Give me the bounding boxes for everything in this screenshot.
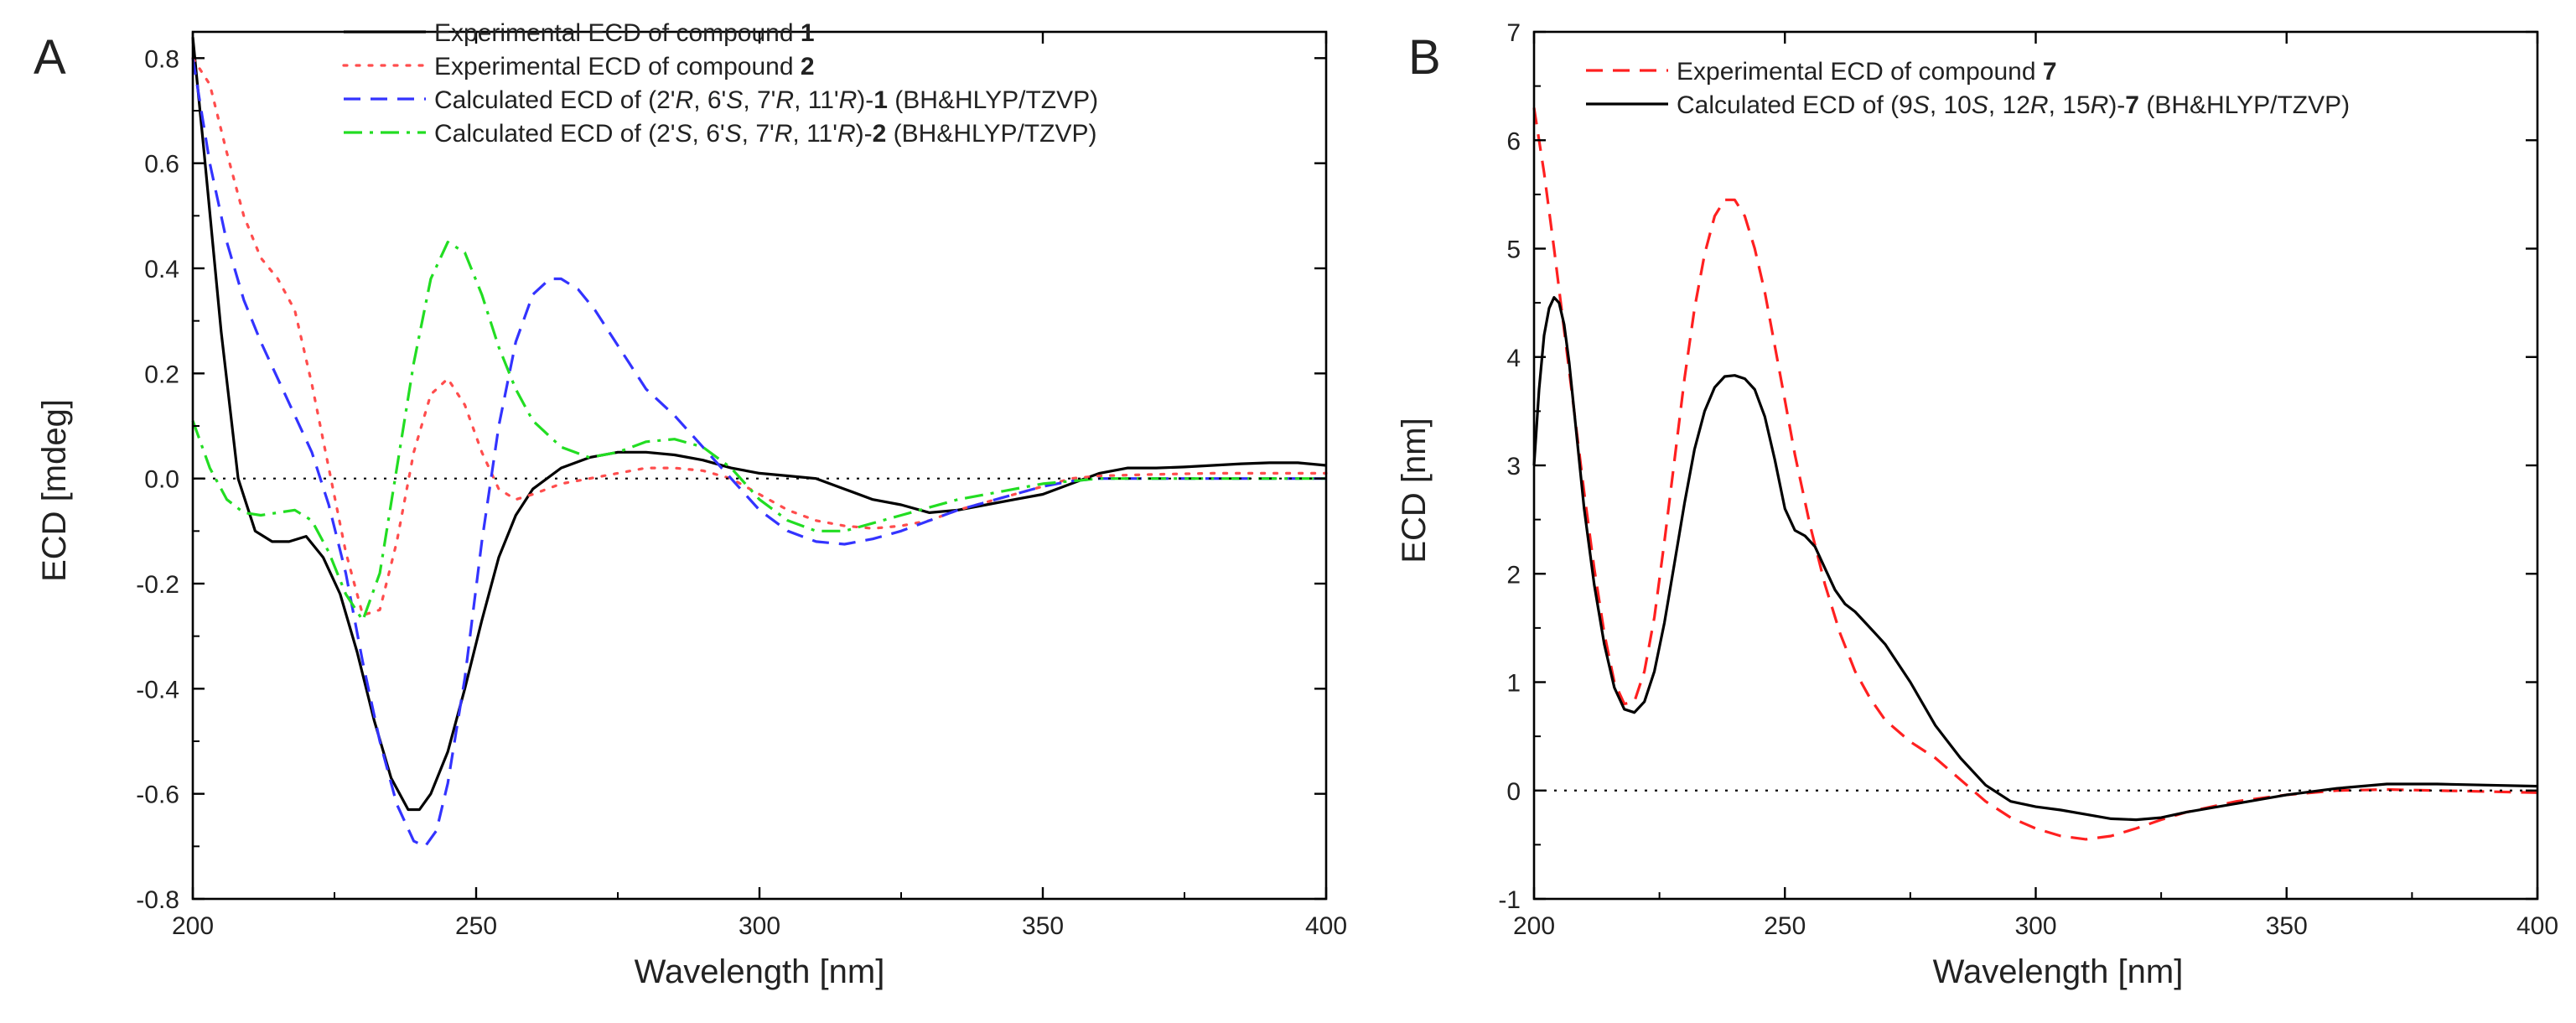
panel-a-series-line-4 — [191, 241, 1326, 622]
panel-b-y-tick-label: 7 — [1506, 19, 1521, 47]
panel-a-legend: Experimental ECD of compound 1 Experiment… — [342, 19, 1098, 148]
panel-b-legend-label-1: Experimental ECD of compound 7 — [1677, 58, 2057, 86]
panel-a-x-axis-title: Wavelength [nm] — [635, 953, 885, 990]
panel-b-chart: B ECD [nm] Wavelength [nm] 200 250 300 350 4… — [1396, 19, 2558, 990]
panel-a-legend-label-3: Calculated ECD of (2'R, 6'S, 7'R, 11'R)-… — [434, 86, 1098, 114]
panel-a-y-tick-label: -0.8 — [136, 886, 179, 914]
panel-b-x-tick-label: 200 — [1513, 912, 1555, 940]
panel-a-series-line-1 — [191, 37, 1327, 812]
panel-b-legend: Experimental ECD of compound 7 Calculated… — [1586, 58, 2350, 119]
panel-b-y-tick-label: 6 — [1506, 127, 1521, 155]
panel-a-chart: A ECD [mdeg] Wavelength [nm] 200 250 300 35… — [34, 19, 1347, 990]
panel-a-y-tick-label: 0.4 — [144, 256, 179, 283]
panel-a-legend-label-4: Calculated ECD of (2'S, 6'S, 7'R, 11'R)-… — [434, 120, 1096, 148]
panel-a-x-tick-label: 350 — [1022, 912, 1064, 940]
panel-b-x-tick-label: 400 — [2516, 912, 2558, 940]
panel-a-y-tick-label: 0.6 — [144, 151, 179, 179]
panel-a-y-tick-label: 0.2 — [144, 361, 179, 388]
panel-a-letter: A — [34, 30, 66, 85]
panel-a-y-tick-label: 0.0 — [144, 466, 179, 494]
panel-b-y-tick-label: 5 — [1506, 236, 1521, 264]
panel-b-axes-frame — [1532, 30, 2539, 901]
panel-b-series-line-2 — [1532, 296, 2538, 822]
panel-a-y-tick-label: -0.2 — [136, 571, 179, 599]
panel-b-y-tick-label: 1 — [1506, 670, 1521, 698]
panel-b-series-line-1 — [1532, 107, 2538, 841]
panel-a-y-tick-label: 0.8 — [144, 45, 179, 73]
panel-a-y-axis-title: ECD [mdeg] — [36, 399, 73, 582]
panel-b-y-tick-label: 3 — [1506, 453, 1521, 480]
panel-a-x-tick-label: 400 — [1305, 912, 1347, 940]
panel-a-y-tick-label: -0.6 — [136, 782, 179, 809]
panel-b-letter: B — [1408, 30, 1441, 85]
panel-b-x-tick-label: 300 — [2014, 912, 2056, 940]
panel-a-legend-label-2: Experimental ECD of compound 2 — [434, 53, 815, 80]
panel-a-axes-frame — [191, 30, 1328, 901]
panel-a-series-line-3 — [191, 58, 1326, 848]
panel-b-y-tick-label: 2 — [1506, 561, 1521, 589]
panel-b-x-axis-title: Wavelength [nm] — [1933, 953, 2184, 990]
panel-a-x-tick-label: 250 — [455, 912, 497, 940]
panel-a-y-tick-label: -0.4 — [136, 676, 179, 704]
panel-b-x-tick-label: 350 — [2266, 912, 2308, 940]
panel-b-legend-label-2: Calculated ECD of (9S, 10S, 12R, 15R)-7 … — [1677, 91, 2350, 119]
panel-b-y-tick-label: -1 — [1498, 886, 1521, 914]
panel-a-series-line-2 — [191, 56, 1328, 617]
panel-a-legend-label-1: Experimental ECD of compound 1 — [434, 19, 815, 47]
panel-b-x-tick-label: 250 — [1764, 912, 1806, 940]
panel-b-y-tick-label: 0 — [1506, 778, 1521, 806]
panel-a-x-tick-label: 200 — [172, 912, 214, 940]
panel-a-x-tick-label: 300 — [739, 912, 780, 940]
panel-b-y-tick-label: 4 — [1506, 345, 1521, 372]
panel-b-y-axis-title: ECD [nm] — [1396, 418, 1433, 563]
